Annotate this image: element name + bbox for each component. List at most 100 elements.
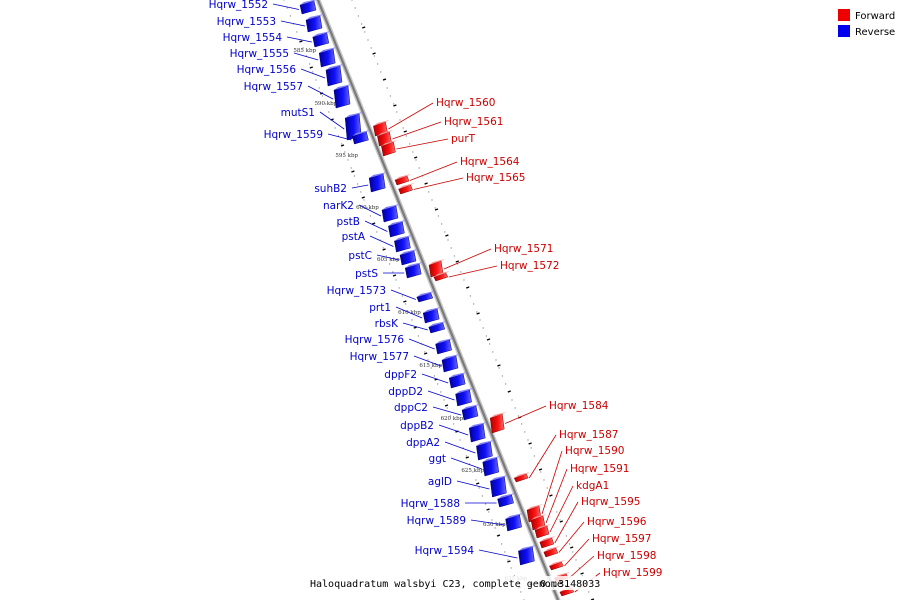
gene-label-hqrw-1596: Hqrw_1596: [587, 516, 647, 528]
gene-pstc: [399, 249, 418, 266]
gene-dppb2: [468, 422, 488, 443]
gene-label-suhb2: suhB2: [314, 183, 347, 195]
tick-label: 605 kbp: [377, 257, 400, 263]
gene-kdga1: [534, 524, 551, 539]
gene-hqrw-1576: [435, 338, 454, 355]
gene-hqrw-1556: [325, 64, 344, 87]
gene-label-hqrw-1552: Hqrw_1552: [209, 0, 268, 11]
gene-hqrw-1573: [416, 291, 435, 303]
gene-label-hqrw-1597: Hqrw_1597: [592, 533, 651, 545]
caption-range: - 0..3148033: [528, 579, 600, 590]
gene-label-hqrw-1587: Hqrw_1587: [559, 429, 618, 441]
gene-agld: [490, 475, 509, 498]
gene-hqrw-1587: [513, 472, 531, 483]
tick-label: 595 kbp: [335, 153, 358, 159]
gene-hqrw-1597: [549, 560, 566, 571]
gene-hqrw-1584: [489, 412, 507, 434]
gene-label-psta: pstA: [342, 231, 366, 243]
gene-labels: Hqrw_1552 Hqrw_1553 Hqrw_1554 Hqrw_1555 Hqrw…: [209, 0, 663, 579]
gene-label-hqrw-1571: Hqrw_1571: [494, 243, 553, 255]
gene-hqrw-1564: [394, 174, 411, 186]
tick-label: 615 kbp: [419, 363, 442, 369]
gene-label-hqrw-1565: Hqrw_1565: [466, 172, 525, 184]
legend-forward-swatch: [838, 9, 850, 21]
gene-label-hqrw-1572: Hqrw_1572: [500, 260, 559, 272]
gene-label-hqrw-1588: Hqrw_1588: [401, 498, 460, 510]
gene-hqrw-1595: [539, 536, 556, 549]
gene-psta: [394, 235, 413, 253]
reverse-gene-track: [299, 0, 537, 566]
gene-hqrw-1554: [312, 31, 331, 48]
caption: Haloquadratum walsbyi C23, complete geno…: [310, 579, 569, 590]
gene-hqrw-1577: [441, 354, 460, 373]
gene-label-rbsk: rbsK: [375, 318, 399, 330]
gene-hqrw-1555: [318, 47, 338, 68]
gene-label-hqrw-1598: Hqrw_1598: [597, 550, 656, 562]
gene-label-hqrw-1557: Hqrw_1557: [244, 81, 303, 93]
legend-reverse-label: Reverse: [855, 27, 895, 38]
gene-hqrw-1557: [333, 84, 352, 109]
gene-label-hqrw-1564: Hqrw_1564: [460, 156, 520, 168]
gene-label-hqrw-1584: Hqrw_1584: [549, 400, 609, 412]
gene-hqrw-1589: [505, 513, 524, 532]
gene-label-kdga1: kdgA1: [576, 480, 609, 492]
gene-dppa2: [476, 440, 495, 461]
gene-hqrw-1594: [518, 545, 537, 566]
gene-label-psts: pstS: [355, 268, 378, 280]
gene-psts: [404, 262, 424, 279]
gene-label-agld: aglD: [428, 476, 452, 488]
tick-label: 630 kbp: [483, 522, 506, 528]
gene-label-muts1: mutS1: [281, 107, 315, 119]
gene-purt: [381, 140, 398, 157]
tick-label: 620 kbp: [441, 416, 464, 422]
gene-label-hqrw-1599: Hqrw_1599: [603, 567, 662, 579]
gene-label-purt: purT: [451, 133, 476, 145]
gene-dppc2: [461, 404, 480, 421]
gene-label-dppd2: dppD2: [388, 386, 423, 398]
gene-label-hqrw-1595: Hqrw_1595: [581, 496, 640, 508]
gene-hqrw-1572: [433, 271, 450, 282]
tick-label: 600 kbp: [356, 205, 379, 211]
caption-group: Haloquadratum walsbyi C23, complete geno…: [306, 576, 600, 590]
leader-lines: [272, 3, 601, 593]
gene-label-hqrw-1554: Hqrw_1554: [223, 32, 283, 44]
legend-forward-label: Forward: [855, 11, 895, 22]
gene-rbsk: [428, 321, 447, 334]
gene-label-hqrw-1573: Hqrw_1573: [327, 285, 386, 297]
gene-label-hqrw-1589: Hqrw_1589: [407, 515, 466, 527]
gene-label-hqrw-1577: Hqrw_1577: [350, 351, 409, 363]
gene-ggt: [482, 456, 501, 477]
gene-label-nark2: narK2: [323, 200, 354, 212]
gene-dppf2: [448, 372, 468, 389]
gene-dppd2: [455, 388, 474, 407]
gene-label-dppf2: dppF2: [384, 369, 417, 381]
forward-gene-track: [373, 120, 576, 597]
gene-hqrw-1565: [398, 183, 415, 195]
gene-label-dppb2: dppB2: [400, 420, 434, 432]
tick-label: 585 kbp: [293, 48, 316, 54]
gene-nark2: [381, 204, 400, 223]
gene-label-pstc: pstC: [348, 250, 372, 262]
gene-label-prt1: prt1: [369, 302, 391, 314]
gene-label-hqrw-1559: Hqrw_1559: [264, 129, 323, 141]
gene-label-dppa2: dppA2: [406, 437, 440, 449]
gene-label-pstb: pstB: [337, 216, 360, 228]
gene-hqrw-1596: [543, 546, 560, 558]
gene-label-hqrw-1576: Hqrw_1576: [345, 334, 405, 346]
gene-label-hqrw-1594: Hqrw_1594: [415, 545, 475, 557]
gene-label-hqrw-1590: Hqrw_1590: [565, 445, 624, 457]
gene-suhb2: [368, 172, 388, 193]
gene-label-ggt: ggt: [429, 453, 446, 465]
tick-label: 625 kbp: [461, 468, 484, 474]
gene-hqrw-1553: [305, 14, 324, 33]
gene-label-hqrw-1555: Hqrw_1555: [230, 48, 289, 60]
tick-label: 590 kbp: [315, 101, 338, 107]
legend: Forward Reverse: [838, 9, 895, 38]
gene-pstb: [388, 220, 407, 238]
gene-label-hqrw-1556: Hqrw_1556: [237, 64, 297, 76]
gene-label-hqrw-1560: Hqrw_1560: [436, 97, 495, 109]
gene-label-hqrw-1553: Hqrw_1553: [217, 16, 276, 28]
gene-label-hqrw-1561: Hqrw_1561: [444, 116, 503, 128]
gene-label-hqrw-1591: Hqrw_1591: [570, 463, 629, 475]
